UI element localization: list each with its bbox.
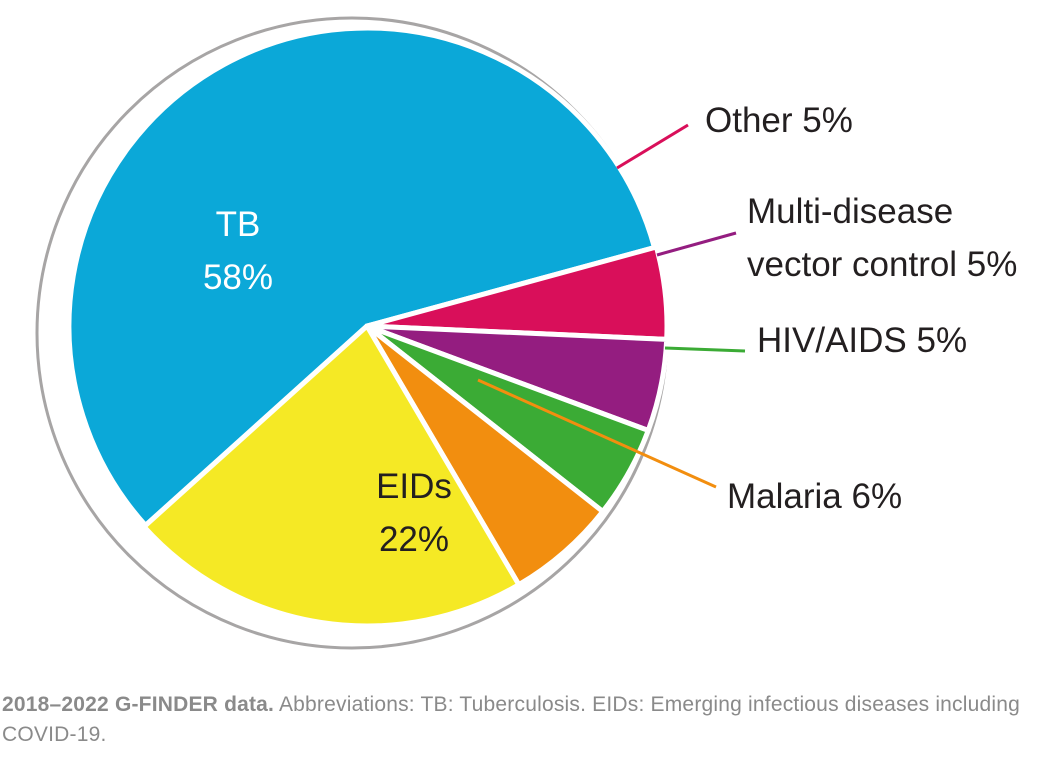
leader-line-malaria xyxy=(477,378,717,489)
label-multi-disease-line1: Multi-disease xyxy=(747,192,953,231)
slice-label-tb-value: 58% xyxy=(203,258,273,297)
label-hiv-aids: HIV/AIDS 5% xyxy=(757,321,967,360)
pie-slice-eids xyxy=(141,323,522,629)
slice-label-tb-name: TB xyxy=(216,205,261,244)
leader-lines xyxy=(477,123,746,489)
leader-line-hiv-aids xyxy=(664,346,746,353)
slice-label-eids-name: EIDs xyxy=(376,467,452,506)
label-malaria: Malaria 6% xyxy=(727,477,902,516)
label-other: Other 5% xyxy=(705,101,853,140)
leader-line-multi-disease-vector-control xyxy=(656,231,737,257)
pie-slice-tb xyxy=(66,25,657,528)
label-multi-disease-line2: vector control 5% xyxy=(747,245,1017,284)
pie-slices xyxy=(66,25,670,629)
slice-label-eids-value: 22% xyxy=(379,520,449,559)
chart-caption: 2018–2022 G-FINDER data. Abbreviations: … xyxy=(2,690,1042,750)
pie-chart: TB 58% EIDs 22% Other 5% Multi-disease v… xyxy=(35,16,1017,650)
caption-abbreviations: Abbreviations: TB: Tuberculosis. EIDs: E… xyxy=(2,693,1021,746)
pie-chart-svg: TB 58% EIDs 22% Other 5% Multi-disease v… xyxy=(35,16,1017,650)
leader-line-other xyxy=(616,123,689,170)
caption-source: 2018–2022 G-FINDER data. xyxy=(2,693,275,716)
slice-labels: TB 58% EIDs 22% Other 5% Multi-disease v… xyxy=(203,101,1017,559)
